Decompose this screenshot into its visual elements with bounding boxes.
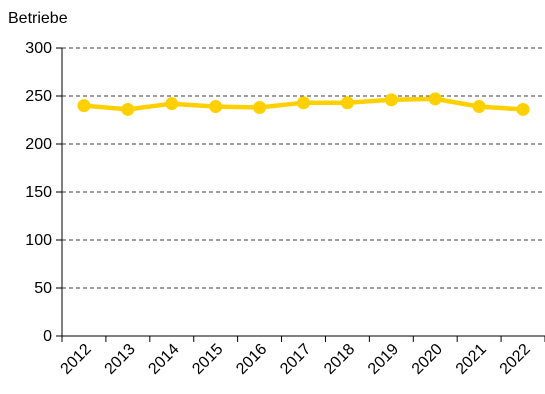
y-axis-title: Betriebe (8, 10, 68, 27)
x-tick-label: 2016 (233, 341, 270, 378)
x-tick-label: 2020 (409, 341, 446, 378)
y-tick-label: 250 (25, 88, 52, 105)
y-tick-labels: 0 50 100 150 200 250 300 (25, 40, 52, 345)
x-tick-label: 2013 (102, 341, 139, 378)
data-point (516, 102, 530, 116)
data-point (165, 97, 179, 111)
y-tick-label: 300 (25, 40, 52, 57)
data-point (472, 100, 486, 114)
x-tick-labels: 2012 2013 2014 2015 2016 2017 2018 2019 2020 2021… (58, 341, 534, 378)
x-tick-label: 2015 (189, 341, 226, 378)
data-point (77, 99, 91, 113)
x-tick-label: 2018 (321, 341, 358, 378)
y-tick-label: 200 (25, 136, 52, 153)
y-tick-label: 50 (34, 280, 52, 297)
data-point (209, 100, 223, 114)
y-tick-label: 0 (43, 328, 52, 345)
axes (56, 47, 545, 342)
data-point (121, 102, 135, 116)
data-point (428, 92, 442, 106)
x-tick-label: 2014 (145, 341, 182, 378)
x-tick-label: 2021 (453, 341, 490, 378)
y-tick-label: 100 (25, 232, 52, 249)
x-tick-label: 2017 (277, 341, 314, 378)
y-tick-label: 150 (25, 184, 52, 201)
x-tick-label: 2012 (58, 341, 95, 378)
gridlines (62, 47, 545, 289)
x-tick-label: 2019 (365, 341, 402, 378)
series-group (77, 92, 530, 116)
data-point (253, 101, 267, 115)
data-point (340, 96, 354, 110)
data-point (384, 93, 398, 107)
data-point (297, 96, 310, 110)
x-tick-label: 2022 (497, 341, 534, 378)
